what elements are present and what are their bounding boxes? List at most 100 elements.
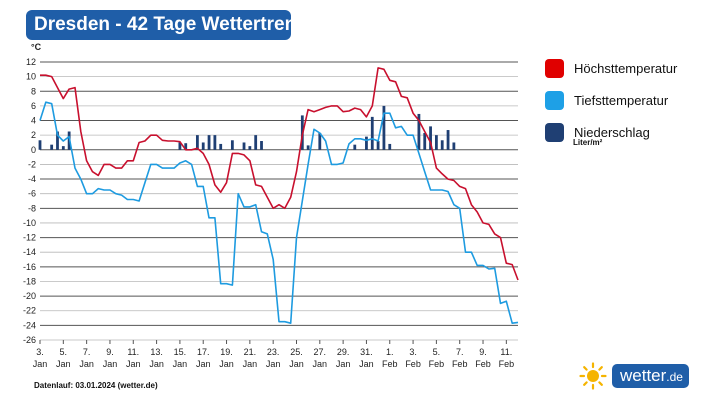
series-line-max — [40, 67, 519, 281]
y-tick-label: -20 — [23, 291, 36, 301]
precip-bar — [365, 136, 368, 150]
chart-title: Dresden - 42 Tage Wettertrend — [26, 10, 308, 40]
precip-bar — [178, 142, 182, 150]
x-tick-day: 31. — [360, 347, 373, 357]
precip-bar — [440, 140, 444, 150]
x-tick-day: 25. — [290, 347, 303, 357]
x-tick-month: Feb — [382, 359, 398, 369]
x-tick-day: 9. — [479, 347, 487, 357]
y-tick-label: -4 — [28, 174, 36, 184]
x-axis: 3. Jan 5. Jan 7. Jan 9. Jan 11. Jan 13. Jan 15. Jan 17… — [33, 340, 514, 369]
precip-bar — [429, 126, 432, 150]
logo-name: wetter — [620, 366, 667, 385]
data-source-text: Datenlauf: 03.01.2024 (wetter.de) — [34, 381, 158, 390]
x-tick-month: Jan — [149, 359, 164, 369]
x-tick-day: 5. — [433, 347, 441, 357]
legend-label-precip: Niederschlag — [574, 124, 650, 140]
x-tick-month: Feb — [405, 359, 421, 369]
x-tick-month: Jan — [56, 359, 71, 369]
precip-bar — [195, 135, 199, 150]
y-axis-unit: °C — [31, 42, 42, 52]
logo-tld: .de — [666, 370, 683, 384]
precip-bar — [452, 142, 456, 150]
x-tick-month: Jan — [33, 359, 48, 369]
precip-bar — [61, 146, 65, 150]
temperature-lines — [39, 67, 519, 325]
sun-icon — [579, 362, 607, 390]
precip-bar — [201, 142, 205, 150]
x-tick-month: Jan — [173, 359, 188, 369]
y-tick-label: 8 — [31, 86, 36, 96]
y-tick-label: -10 — [23, 218, 36, 228]
precip-bar — [370, 116, 374, 150]
precip-bar — [260, 141, 263, 150]
x-tick-month: Jan — [79, 359, 94, 369]
y-tick-label: -24 — [23, 320, 36, 330]
legend-swatch-min — [545, 90, 564, 110]
y-tick-label: -22 — [23, 306, 36, 316]
precip-unit-label: Liter/m² — [573, 138, 603, 147]
x-tick-day: 11. — [500, 347, 512, 357]
precip-bar — [184, 143, 188, 150]
precip-bar — [213, 135, 217, 150]
y-tick-label: -14 — [23, 247, 36, 257]
x-tick-day: 3. — [409, 347, 417, 357]
x-tick-day: 19. — [220, 347, 233, 357]
x-tick-day: 15. — [174, 347, 187, 357]
grid-lines — [40, 61, 518, 341]
x-tick-month: Jan — [336, 359, 351, 369]
y-tick-label: 12 — [26, 57, 36, 67]
x-tick-month: Jan — [313, 359, 328, 369]
precip-bar — [423, 132, 427, 150]
x-tick-day: 17. — [197, 347, 210, 357]
precip-bar — [353, 144, 357, 150]
wetter-logo[interactable]: wetter.de — [579, 362, 689, 390]
precip-bar — [207, 135, 211, 150]
y-tick-label: 0 — [31, 145, 36, 155]
x-tick-day: 29. — [337, 347, 350, 357]
y-tick-label: -26 — [23, 335, 36, 345]
x-tick-day: 21. — [244, 347, 257, 357]
precip-bar — [306, 145, 310, 150]
series-line-min — [39, 101, 519, 325]
precip-bar — [38, 140, 42, 150]
x-tick-month: Jan — [243, 359, 258, 369]
precipitation-bars — [38, 105, 456, 150]
precip-bar — [219, 143, 223, 150]
y-tick-label: 6 — [31, 101, 36, 111]
precip-bar — [230, 140, 234, 150]
y-tick-label: -8 — [28, 203, 36, 213]
x-tick-month: Jan — [289, 359, 304, 369]
precip-bar — [248, 146, 252, 150]
y-tick-label: 4 — [31, 116, 36, 126]
precip-bar — [446, 130, 450, 150]
y-tick-label: -18 — [23, 276, 36, 286]
x-tick-day: 7. — [456, 347, 464, 357]
precip-bar — [242, 142, 246, 150]
legend-swatch-precip — [545, 122, 564, 142]
x-tick-month: Jan — [103, 359, 118, 369]
y-tick-label: 2 — [31, 130, 36, 140]
x-tick-month: Jan — [359, 359, 374, 369]
x-tick-month: Feb — [452, 359, 468, 369]
x-tick-month: Feb — [499, 359, 515, 369]
x-tick-month: Feb — [475, 359, 491, 369]
x-tick-day: 7. — [83, 347, 91, 357]
logo-wordmark: wetter.de — [612, 364, 689, 388]
precip-bar — [376, 141, 380, 150]
precip-bar — [417, 113, 421, 150]
x-tick-day: 3. — [36, 347, 44, 357]
y-tick-label: -2 — [28, 159, 36, 169]
x-tick-day: 13. — [150, 347, 163, 357]
legend-item-precip: Niederschlag — [545, 116, 677, 148]
y-tick-label: -16 — [23, 262, 36, 272]
y-tick-label: -6 — [28, 189, 36, 199]
x-tick-day: 23. — [267, 347, 280, 357]
x-tick-month: Feb — [429, 359, 445, 369]
legend-label-max: Höchsttemperatur — [574, 60, 678, 76]
legend-swatch-max — [545, 58, 564, 78]
x-tick-month: Jan — [266, 359, 281, 369]
x-tick-day: 1. — [386, 347, 394, 357]
y-axis: 12 10 8 6 4 2 0 -2 -4 -6 -8 -10 -12 -14 -16 -18 -20 -22 -2… — [23, 57, 36, 345]
precip-bar — [254, 135, 258, 150]
